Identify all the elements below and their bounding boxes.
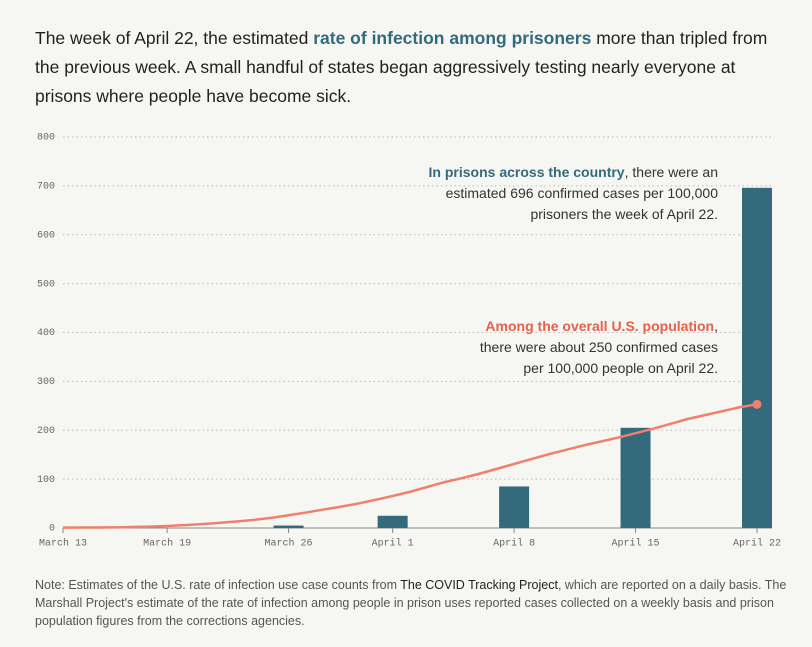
bar	[377, 515, 408, 528]
note: Note: Estimates of the U.S. rate of infe…	[35, 576, 795, 630]
y-tick-label: 700	[37, 182, 55, 193]
note-text: , which are reported on a daily basis. T…	[35, 578, 787, 628]
y-tick-label: 100	[37, 475, 55, 486]
x-tick-label: April 8	[493, 538, 535, 550]
bar	[620, 427, 651, 528]
annotation: In prisons across the country, there wer…	[410, 162, 718, 225]
note-text: Note: Estimates of the U.S. rate of infe…	[35, 578, 401, 592]
y-tick-label: 300	[37, 377, 55, 388]
intro-text: The week of April 22, the estimated	[35, 28, 314, 48]
x-tick-label: April 22	[733, 538, 781, 550]
y-tick-label: 200	[37, 426, 55, 437]
x-tick-label: March 19	[143, 538, 191, 550]
y-tick-label: 800	[37, 133, 55, 144]
bar	[742, 187, 772, 528]
x-tick-label: April 1	[372, 538, 414, 550]
bar	[499, 486, 530, 528]
annotation: Among the overall U.S. population, there…	[478, 316, 718, 379]
x-tick-label: March 26	[265, 538, 313, 550]
y-tick-label: 400	[37, 328, 55, 339]
annotation-text: , there were an estimated 696 confirmed …	[445, 164, 718, 222]
bar	[273, 525, 304, 528]
end-dot	[752, 399, 762, 409]
y-tick-label: 500	[37, 279, 55, 290]
x-tick-label: April 15	[612, 538, 660, 550]
annotation-text: , there were about 250 confirmed cases p…	[479, 318, 718, 376]
intro-text: more than tripled from the previous week…	[35, 28, 768, 106]
annotation-highlight: Among the overall U.S. population	[485, 318, 715, 334]
x-tick-label: March 13	[39, 538, 87, 550]
annotation-highlight: In prisons across the country	[428, 164, 625, 180]
y-tick-label: 0	[49, 524, 55, 535]
intro: The week of April 22, the estimated rate…	[35, 24, 795, 111]
line	[62, 403, 758, 529]
intro-highlight: rate of infection among prisoners	[313, 28, 592, 48]
y-tick-label: 600	[37, 230, 55, 241]
note-link[interactable]: The COVID Tracking Project	[400, 578, 558, 592]
